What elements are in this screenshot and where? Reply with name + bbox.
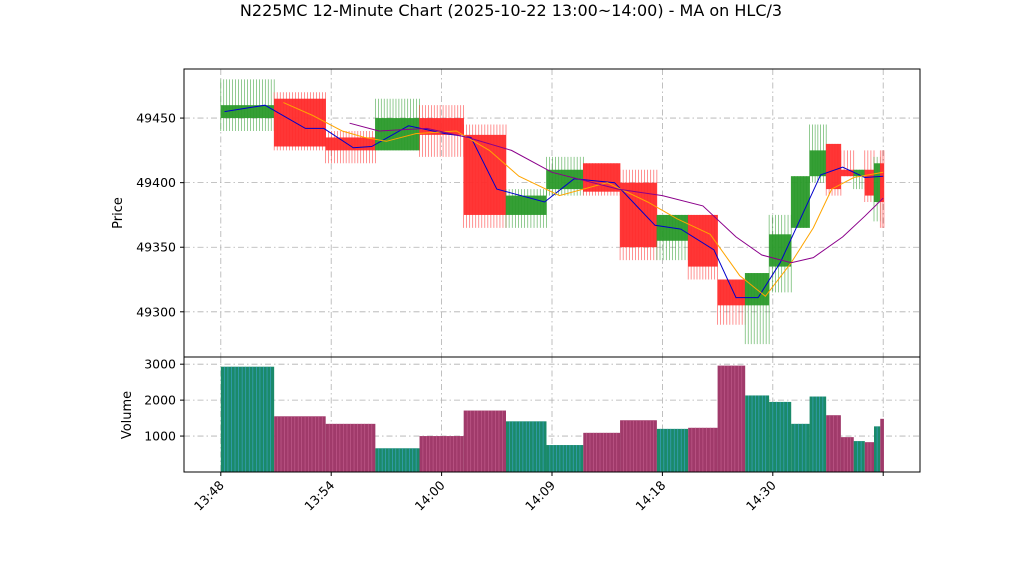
candle-body [717,279,746,306]
x-tick-label: 13:54 [301,477,337,513]
candle-body [325,137,376,151]
candle-body [874,163,881,203]
volume-bar-fill [546,445,584,472]
price-tick-label: 49350 [136,240,176,255]
volume-bar-20 [853,441,865,472]
candle-22 [873,156,881,222]
volume-bar-fill [791,423,810,472]
volume-bar-fill [880,418,884,472]
candle-body [880,163,884,203]
price-candles [220,79,885,345]
candle-6 [463,124,507,228]
volume-bar-fill [853,441,865,472]
candle-body [853,169,865,177]
volume-bar-12 [688,427,718,472]
volume-bar-fill [220,366,275,472]
volume-bar-fill [864,442,874,472]
x-tick-label: 14:00 [412,477,448,513]
volume-bar-8 [546,445,584,472]
candle-10 [619,169,658,261]
candle-14 [744,273,770,345]
volume-bar-23 [880,418,884,472]
volume-bar-14 [745,395,770,472]
price-tick-label: 49300 [136,304,176,319]
volume-bar-22 [874,426,881,472]
volume-bar-5 [419,436,464,472]
price-tick-label: 49400 [136,175,176,190]
time-x-axis: 13:48 13:54 14:00 14:09 14:18 14:30 [191,472,884,514]
candle-body [826,143,841,190]
volume-bar-fill [419,436,464,472]
candle-8 [546,156,584,196]
volume-bar-13 [717,365,746,472]
ma-line-fast [224,104,884,299]
volume-bar-3 [325,423,376,472]
x-tick-label: 14:18 [632,477,668,513]
moving-average-lines [224,102,884,299]
volume-bars [220,365,884,472]
volume-bar-18 [826,415,841,472]
volume-bar-21 [864,442,874,472]
candle-body [583,163,621,192]
candle-body [809,150,827,177]
volume-bar-fill [375,448,420,472]
candle-body [220,105,275,119]
candle-1 [220,79,275,131]
volume-bar-9 [583,432,621,472]
candle-21 [864,150,875,203]
candle-body [840,169,854,177]
price-y-axis: 49300 49350 49400 49450 [136,111,184,319]
volume-tick-label: 1000 [144,429,176,444]
candle-body [546,169,584,190]
candle-23 [879,150,885,228]
candle-body [506,195,547,215]
candle-13 [717,279,746,325]
candle-16 [790,176,810,228]
volume-bar-6 [463,410,506,472]
price-tick-label: 49450 [136,111,176,126]
x-tick-label: 14:30 [743,477,779,513]
volume-tick-label: 2000 [144,393,176,408]
candle-7 [505,189,547,228]
volume-bar-15 [769,401,792,472]
volume-axis-title: Volume [120,391,135,439]
candle-4 [375,98,420,151]
x-tick-label: 13:48 [191,477,227,513]
ma-line-slow [349,122,884,264]
volume-bar-7 [506,421,547,472]
candle-19 [840,150,855,177]
x-tick-label: 14:09 [522,477,558,513]
volume-y-axis: 1000 2000 3000 [144,357,184,444]
volume-bar-fill [656,428,689,472]
candle-2 [273,92,326,151]
volume-bar-fill [583,432,621,472]
volume-bar-fill [620,420,657,472]
volume-bar-fill [809,396,827,472]
ma-line-mid [283,102,884,298]
volume-bar-16 [791,423,810,472]
volume-bar-fill [745,395,770,472]
candle-body [274,98,326,147]
volume-bar-1 [220,366,275,472]
candle-9 [582,163,621,196]
candle-12 [687,214,718,280]
candle-body [864,169,874,196]
volume-bar-2 [274,416,326,472]
volume-bar-fill [274,416,326,472]
volume-bar-19 [840,437,854,472]
volume-bar-11 [656,428,689,472]
volume-bar-17 [809,396,827,472]
candle-body [688,214,718,267]
volume-tick-label: 3000 [144,357,176,372]
candle-body [791,176,810,228]
chart-title: N225MC 12-Minute Chart (2025-10-22 13:00… [240,1,782,20]
volume-bar-4 [375,448,420,472]
price-axis-title: Price [111,197,126,229]
volume-bar-10 [620,420,657,472]
candle-15 [768,214,792,293]
